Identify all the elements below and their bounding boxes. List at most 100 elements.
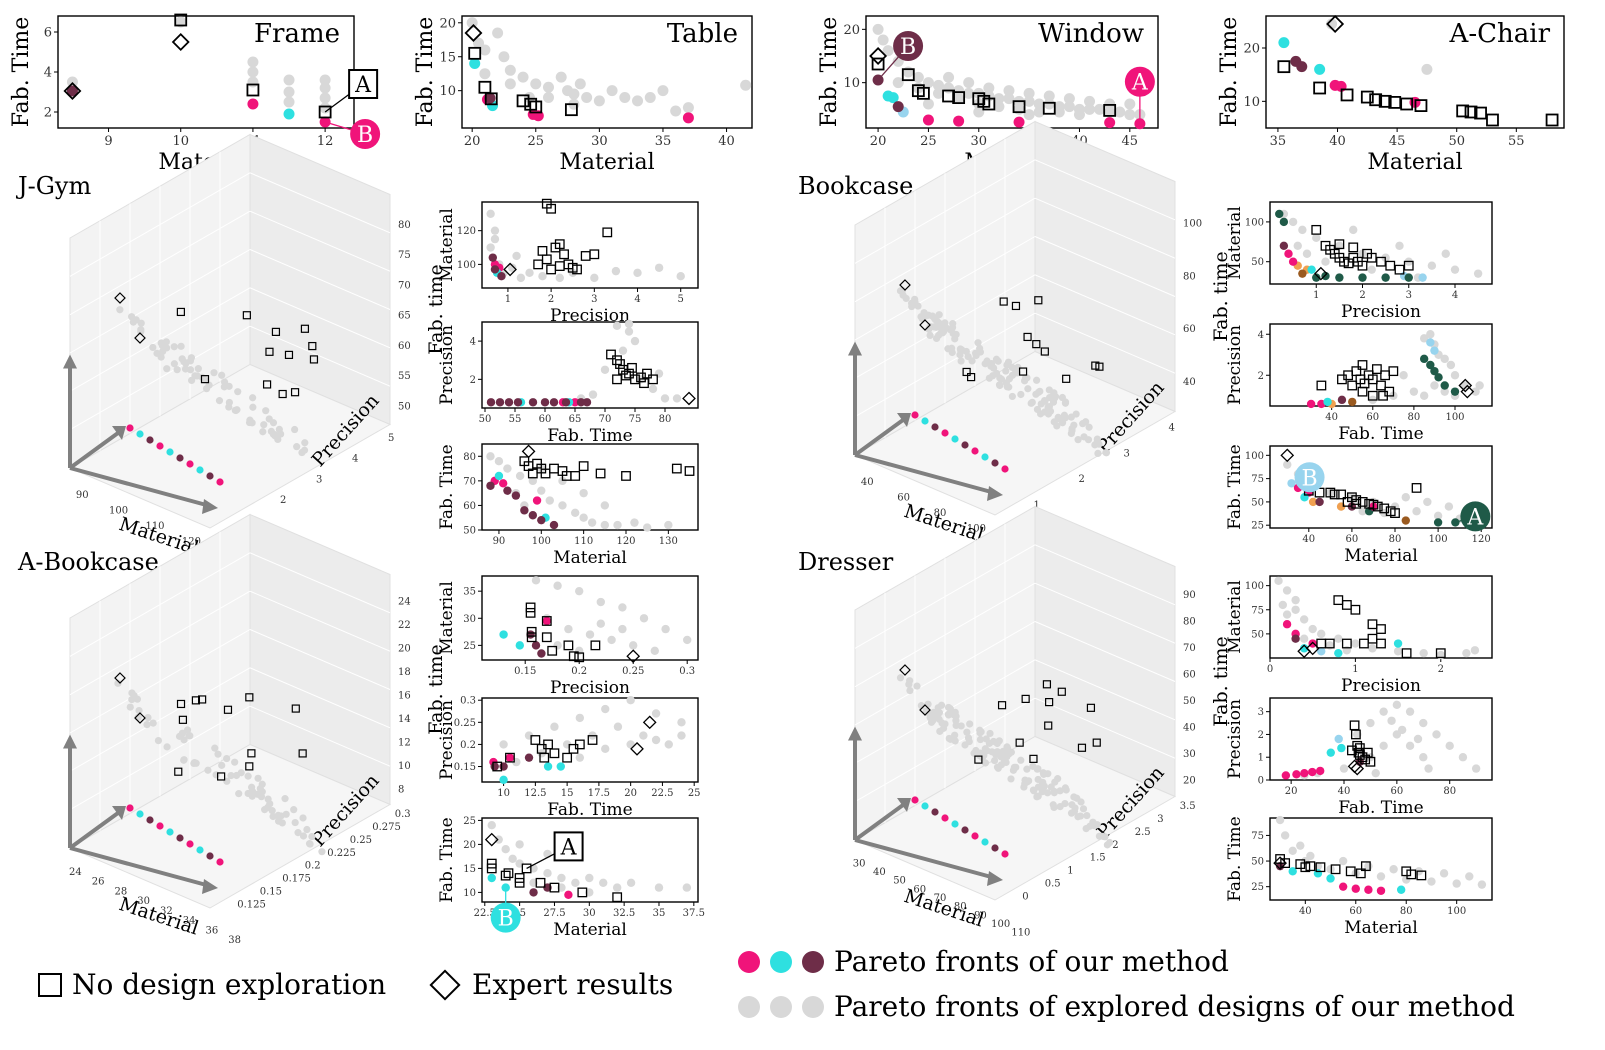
- grey-point: [516, 273, 526, 283]
- grey-point: [935, 709, 944, 717]
- square-marker: [1406, 869, 1417, 880]
- square-marker: [309, 355, 319, 364]
- front-point: [176, 834, 184, 842]
- x-tick-label: 9: [104, 134, 112, 149]
- square-marker: [578, 461, 589, 472]
- grey-point: [504, 64, 516, 76]
- legend-no-exploration-label: No design exploration: [72, 968, 387, 1001]
- pink-point: [1308, 639, 1317, 648]
- diamond-marker: [521, 444, 536, 459]
- square-marker: [1372, 501, 1383, 512]
- arrowhead-icon: [897, 798, 911, 812]
- brown-point: [1401, 516, 1410, 525]
- plum-point: [504, 398, 514, 407]
- x-tick-label: 80: [1389, 534, 1402, 545]
- grey-point: [944, 703, 953, 712]
- pink-point: [1376, 886, 1386, 895]
- y-axis-label: Precision: [1225, 699, 1245, 779]
- grey-point: [980, 751, 988, 759]
- square-marker: [541, 632, 552, 643]
- z-tick-label: 10: [398, 761, 411, 772]
- square-marker: [1042, 680, 1052, 689]
- square-marker: [1365, 756, 1376, 767]
- grey-point: [976, 735, 985, 744]
- pink-point: [1282, 620, 1292, 629]
- grey-point: [1465, 872, 1474, 881]
- grey-point: [1085, 423, 1093, 431]
- x-tick-label: 90: [974, 910, 987, 921]
- diamond-marker: [642, 715, 657, 730]
- z-tick-label: 60: [398, 341, 411, 352]
- grey-point: [936, 727, 944, 735]
- grey-point: [949, 329, 957, 338]
- square-marker: [1044, 721, 1053, 730]
- axis-arrow-material: [854, 453, 996, 495]
- grey-point: [1033, 376, 1041, 384]
- grey-point: [963, 87, 975, 99]
- z-tick-label: 40: [1183, 377, 1196, 388]
- chart-abook_mp: 0.15 0.2 0.25 0.3 25 30 35 Precision Material: [437, 575, 699, 698]
- grey-point: [1041, 397, 1049, 405]
- front-point: [166, 448, 174, 456]
- z-tick-label: 55: [398, 371, 411, 382]
- y-tick-label: 3: [1157, 814, 1163, 825]
- x-tick-label: 0.15: [514, 666, 536, 677]
- grey-point: [682, 883, 692, 892]
- grey-point: [1054, 775, 1062, 783]
- grey-point: [530, 78, 542, 90]
- x-axis-label: Fab. Time: [1338, 798, 1423, 818]
- grey-point: [247, 66, 259, 78]
- grey-point: [259, 428, 267, 436]
- square-marker: [574, 739, 585, 750]
- cyan-point: [1326, 748, 1335, 757]
- square-marker: [191, 696, 201, 705]
- y-tick-label: 75: [1251, 605, 1264, 616]
- front-point: [911, 411, 919, 419]
- pink-point: [1300, 768, 1309, 778]
- z-tick-label: 80: [1183, 271, 1196, 282]
- y-tick-label: 35: [463, 587, 476, 598]
- square-marker: [999, 297, 1008, 306]
- x-axis-label: Fab. Time: [547, 800, 632, 820]
- plot-frame: [481, 697, 699, 783]
- grey-point: [600, 520, 610, 530]
- cyan-point: [1334, 648, 1343, 658]
- grey-point: [1049, 801, 1057, 809]
- cyan-point: [1307, 265, 1316, 274]
- grey-point: [1397, 725, 1407, 735]
- plum-point: [499, 762, 508, 771]
- square-marker: [535, 877, 546, 888]
- square-marker: [612, 374, 622, 385]
- y-axis-label: Fab. Time: [9, 17, 34, 128]
- square-marker: [962, 367, 971, 377]
- grey-point: [633, 268, 642, 278]
- y-tick-label: 50: [1251, 629, 1264, 640]
- grey-point: [590, 273, 599, 283]
- square-marker: [514, 877, 525, 888]
- grey-point: [1458, 753, 1468, 762]
- y-tick-label: 3: [1124, 448, 1130, 459]
- y-tick-label: 10: [463, 888, 476, 899]
- x-axis-label: Precision: [1341, 676, 1421, 696]
- grey-point: [215, 397, 224, 405]
- y-tick-label: 2.5: [1135, 827, 1151, 838]
- square-marker: [1371, 364, 1382, 375]
- grey-point: [618, 346, 628, 355]
- x-tick-label: 36: [206, 925, 219, 936]
- x-tick-label: 90: [76, 490, 89, 501]
- grey-point: [1094, 103, 1106, 115]
- cyan-point: [1396, 885, 1406, 894]
- grey-point: [922, 77, 934, 89]
- x-tick-label: 100: [1429, 534, 1448, 545]
- grey-point: [1475, 381, 1484, 390]
- section-label-jgym: J-Gym: [18, 172, 92, 200]
- square-marker: [174, 767, 183, 776]
- y-tick-label: 60: [463, 501, 476, 512]
- grey-point: [508, 263, 517, 272]
- plum-point: [520, 506, 529, 515]
- grey-point: [232, 771, 241, 780]
- grey-point: [490, 234, 500, 244]
- square-marker: [624, 368, 634, 379]
- grey-point: [938, 719, 946, 727]
